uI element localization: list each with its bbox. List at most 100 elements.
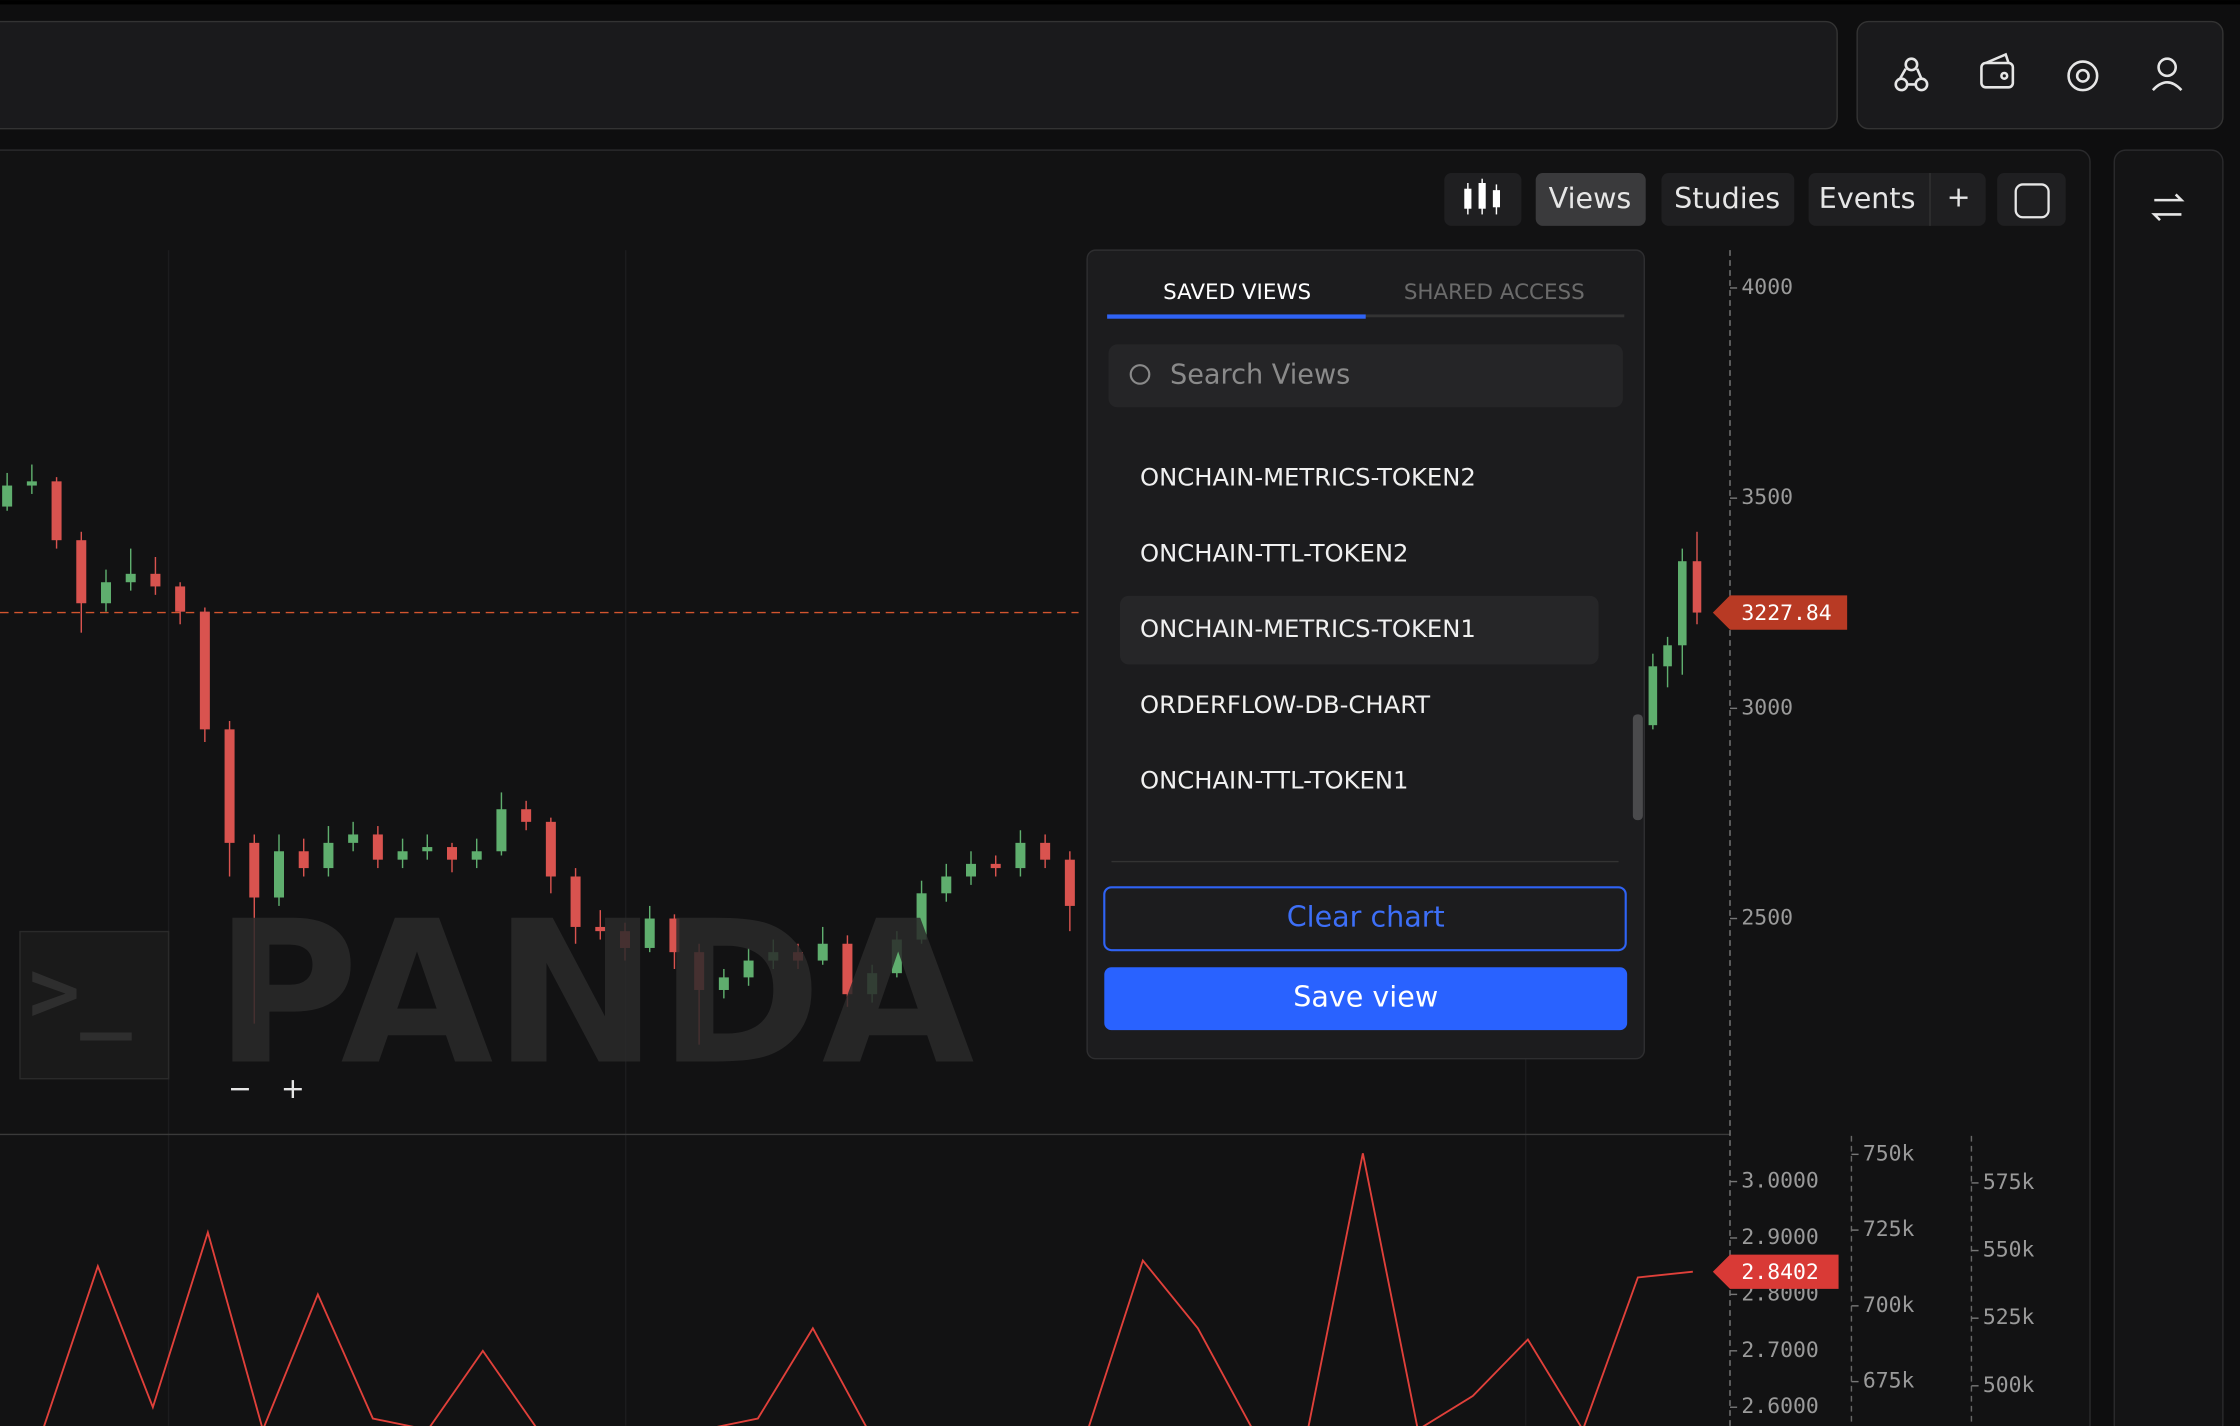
candle-body [26,481,37,486]
candle-body [1064,859,1075,906]
candle-body [199,611,210,730]
candle-body [1678,561,1687,646]
candle-body [620,931,630,948]
y-tick-label: 750k [1863,1141,1915,1166]
y-tick-label: 700k [1863,1293,1915,1318]
candle-body [249,842,260,898]
candle-body [545,821,556,877]
last-value-label: 2.8402 [1741,1260,1818,1285]
candle-body [175,586,186,612]
events-button[interactable] [1808,173,1986,226]
last-price-tag [1712,595,1848,630]
logo-glyph: >_ [29,942,133,1042]
candle-body [570,876,581,927]
views-label: Views [1549,181,1632,215]
candle-body [496,809,507,852]
plot: 25003000350040003227.843.00002.90002.800… [0,250,2035,1426]
candle-body [792,952,803,961]
studies-button[interactable] [1661,173,1795,226]
view-item[interactable]: ONCHAIN-METRICS-TOKEN2 [1140,463,1476,492]
tab-shared[interactable]: SHARED ACCESS [1404,280,1585,305]
y-tick-label: 525k [1983,1305,2035,1330]
tab-rule [1107,314,1625,318]
candle-body [1015,842,1026,869]
candle-body [372,834,383,860]
side-panel [2113,149,2224,1426]
y-tick-label: 675k [1863,1369,1915,1394]
candle-body [224,729,235,843]
search-bar[interactable] [0,20,1838,130]
candle-body [51,481,62,541]
view-item[interactable]: ONCHAIN-METRICS-TOKEN1 [1140,614,1476,643]
tab-indicator [1107,314,1366,319]
y-tick-label: 575k [1983,1170,2035,1195]
candle-body [150,573,161,587]
candle-body [298,851,309,869]
icon-bar [1856,20,2224,130]
candle-body [718,977,729,990]
y-tick-label: 2.9000 [1741,1225,1818,1250]
candle-body [447,847,457,860]
candle-body [323,842,334,869]
watermark: PANDA [214,879,974,1108]
y-tick-label: 3000 [1741,695,1793,720]
studies-label: Studies [1674,181,1780,215]
y-tick-label: 3.0000 [1741,1169,1818,1194]
candle-body [669,918,680,953]
candle-body [966,863,976,877]
candle-body [471,851,482,860]
last-value-tag [1712,1254,1839,1289]
views-button[interactable] [1535,173,1646,226]
candle-body [694,952,705,990]
zoom-out[interactable]: − [228,1071,252,1105]
swap-icon[interactable] [2151,193,2185,222]
candle-body [867,973,878,995]
search-icon [1129,364,1151,385]
candle-body [397,851,408,860]
view-item[interactable]: ONCHAIN-TTL-TOKEN2 [1140,538,1408,567]
events-label: Events [1819,181,1916,215]
wallet-icon[interactable] [1980,52,2015,89]
item-highlight [1120,595,1599,665]
candle-body [891,939,902,974]
candle-body [644,918,655,948]
candle-body [595,926,606,932]
search-box[interactable] [1108,344,1623,408]
candle-body [348,834,359,843]
y-tick-label: 4000 [1741,275,1793,300]
candle-body [2,485,13,507]
y-tick-label: 550k [1983,1238,2035,1263]
top-edge [0,0,2240,5]
y-tick-label: 2500 [1741,906,1793,931]
candle-body [1692,561,1702,613]
candle-body [1040,842,1051,860]
candle-body [990,863,1001,869]
save-label: Save view [1293,980,1438,1014]
candle-body [916,893,927,940]
candle-body [743,960,754,978]
y-tick-label: 500k [1983,1373,2035,1398]
candle-body [1663,645,1672,667]
candle-body [941,876,952,894]
candle-body [76,540,87,604]
tab-saved[interactable]: SAVED VIEWS [1163,280,1311,305]
y-tick-label: 3500 [1741,485,1793,510]
indicator-line [43,1153,1693,1426]
candle-body [842,943,853,995]
network-icon[interactable] [1894,57,1929,92]
zoom-in[interactable]: + [281,1071,305,1105]
view-item[interactable]: ORDERFLOW-DB-CHART [1140,690,1430,719]
scrollbar[interactable] [1632,714,1643,821]
save-button[interactable] [1104,967,1628,1031]
add-button[interactable]: + [1947,180,1971,214]
view-item[interactable]: ONCHAIN-TTL-TOKEN1 [1140,766,1408,795]
y-tick-label: 725k [1863,1217,1915,1242]
candle-body [422,847,433,852]
candle-body [768,952,779,961]
user-icon[interactable] [2151,57,2183,92]
clear-button[interactable] [1103,886,1627,952]
settings-icon[interactable] [2067,60,2099,92]
candle-body [100,582,111,604]
candle-body [817,943,828,961]
